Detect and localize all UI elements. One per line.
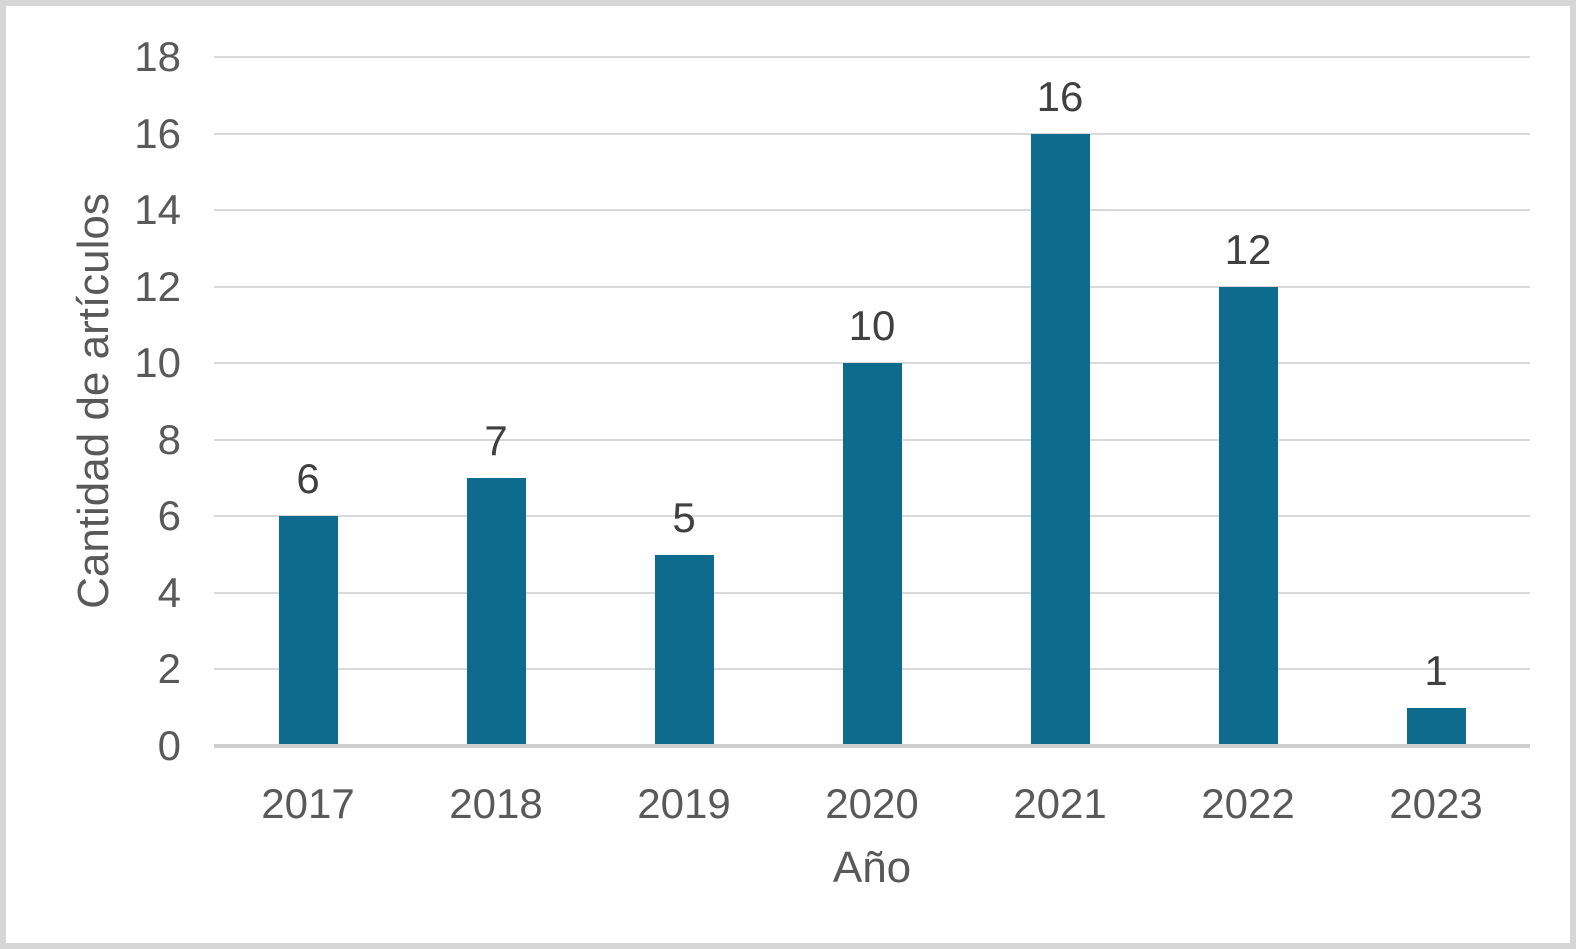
plot-area: 6 7 5 10 16 12 1 xyxy=(214,56,1530,748)
bar-value-label: 10 xyxy=(848,302,896,350)
bar xyxy=(1406,707,1466,746)
bar xyxy=(1030,133,1090,746)
y-tick-label: 2 xyxy=(157,645,181,693)
y-tick-label: 0 xyxy=(157,722,181,769)
y-tick-label: 14 xyxy=(134,186,181,234)
gridline xyxy=(214,132,1530,135)
x-axis-line xyxy=(214,744,1530,748)
gridline xyxy=(214,362,1530,365)
bar xyxy=(466,478,526,746)
x-tick-label: 2020 xyxy=(825,780,919,827)
x-tick-label: 2018 xyxy=(449,780,543,827)
y-tick-label: 10 xyxy=(134,339,181,387)
y-tick-label: 6 xyxy=(157,492,181,540)
x-tick-label: 2021 xyxy=(1013,780,1107,827)
y-tick-label: 18 xyxy=(134,33,181,80)
bar xyxy=(278,516,338,746)
bar xyxy=(654,554,714,746)
bar-value-label: 12 xyxy=(1224,225,1272,273)
y-tick-label: 12 xyxy=(134,262,181,310)
y-tick-label: 16 xyxy=(134,109,181,157)
y-axis-title: Cantidad de artículos xyxy=(69,193,118,609)
x-tick-label: 2022 xyxy=(1201,780,1295,827)
gridline xyxy=(214,209,1530,212)
x-tick-label: 2019 xyxy=(637,780,731,827)
bar-value-label: 16 xyxy=(1036,72,1084,120)
bar-value-label: 7 xyxy=(484,417,508,465)
gridline xyxy=(214,285,1530,288)
y-tick-label: 8 xyxy=(157,415,181,463)
bar-value-label: 1 xyxy=(1424,646,1448,694)
x-tick-label: 2023 xyxy=(1389,780,1483,827)
y-tick-label: 4 xyxy=(157,568,181,616)
x-tick-label: 2017 xyxy=(261,780,355,827)
bar-value-label: 5 xyxy=(672,493,696,541)
bar xyxy=(1218,286,1278,746)
bar xyxy=(842,363,902,746)
x-axis-title: Año xyxy=(832,843,912,892)
bar-value-label: 6 xyxy=(296,455,320,503)
gridline xyxy=(214,56,1530,58)
